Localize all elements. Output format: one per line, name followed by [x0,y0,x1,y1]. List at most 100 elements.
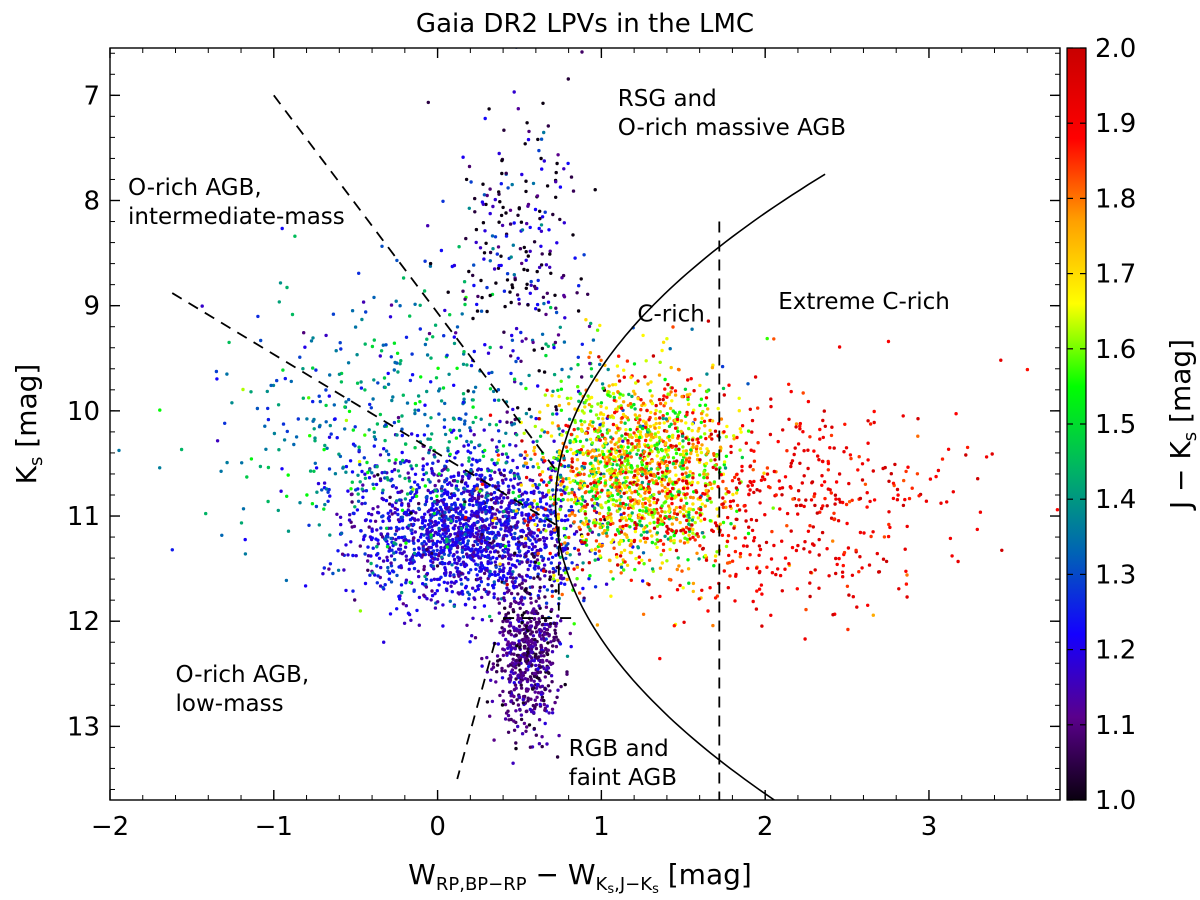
data-point [277,448,281,452]
data-point [658,514,663,518]
data-point [654,417,658,421]
data-point [504,234,509,238]
data-point [846,627,850,632]
data-point [619,406,624,410]
data-point [504,171,508,175]
data-point [516,592,520,596]
data-point [657,476,661,480]
data-point [620,434,624,438]
data-point [526,204,530,208]
data-point [803,540,807,544]
data-point [409,561,413,565]
data-point [371,397,375,401]
data-point [687,581,691,585]
data-point [272,431,277,436]
data-point [663,500,668,504]
data-point [488,293,492,298]
data-point [550,607,554,612]
data-point [490,370,494,375]
data-point [610,494,615,498]
data-point [559,387,564,391]
data-point [590,548,594,552]
data-point [722,463,726,467]
data-point [478,502,482,507]
data-point [445,477,449,481]
data-point [860,566,864,570]
data-point [886,339,891,344]
data-point [698,473,702,477]
data-point [580,50,584,54]
data-point [637,513,641,517]
data-point [751,599,755,604]
data-point [332,403,336,407]
data-point [363,552,367,556]
data-point [616,492,620,496]
data-point [680,434,685,438]
data-point [549,271,553,275]
data-point [494,533,498,537]
data-point [348,459,353,463]
data-point [672,624,676,628]
data-point [711,465,715,470]
data-point [425,547,429,552]
data-point [412,517,417,521]
data-point [416,483,420,487]
data-point [524,411,529,416]
data-point [447,539,452,543]
data-point [479,517,483,521]
data-point [281,422,286,426]
data-point [688,495,693,499]
data-point [956,559,960,564]
data-point [642,562,646,566]
data-point [410,496,415,500]
data-point [639,533,643,537]
data-point [505,534,509,538]
data-point [519,220,524,224]
data-point [540,629,544,633]
data-point [442,520,446,525]
data-point [490,234,495,238]
data-point [706,319,711,323]
data-point [724,505,728,509]
data-point [367,476,372,480]
data-point [871,530,875,534]
data-point [599,411,603,415]
data-point [158,408,162,412]
data-point [423,512,427,516]
data-point [397,547,401,551]
data-point [480,595,484,600]
data-point [534,625,538,629]
data-point [528,478,532,482]
data-point [414,511,418,515]
data-point [389,478,393,483]
data-point [389,564,394,568]
data-point [486,493,490,498]
data-point [700,502,704,506]
data-point [117,448,121,453]
data-point [806,529,811,533]
data-point [597,542,602,547]
data-point [681,586,685,590]
data-point [462,536,466,541]
data-point [513,474,517,478]
data-point [503,702,508,707]
data-point [334,349,338,353]
data-point [532,513,536,517]
data-point [359,386,364,390]
data-point [339,380,344,384]
data-point [596,466,600,471]
data-point [490,699,495,704]
data-point [496,550,500,554]
data-point [418,303,422,307]
data-point [393,532,397,536]
data-point [684,436,688,440]
data-point [314,466,319,470]
data-point [636,421,641,425]
data-point [459,577,463,582]
data-point [569,367,573,371]
data-point [704,461,709,466]
data-point [421,477,425,482]
data-point [509,572,513,576]
data-point [482,257,486,261]
data-point [422,593,426,597]
